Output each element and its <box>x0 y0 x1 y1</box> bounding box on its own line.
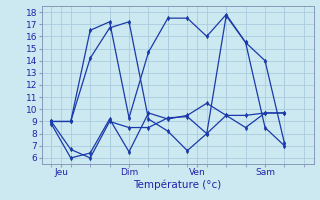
X-axis label: Température (°c): Température (°c) <box>133 180 222 190</box>
